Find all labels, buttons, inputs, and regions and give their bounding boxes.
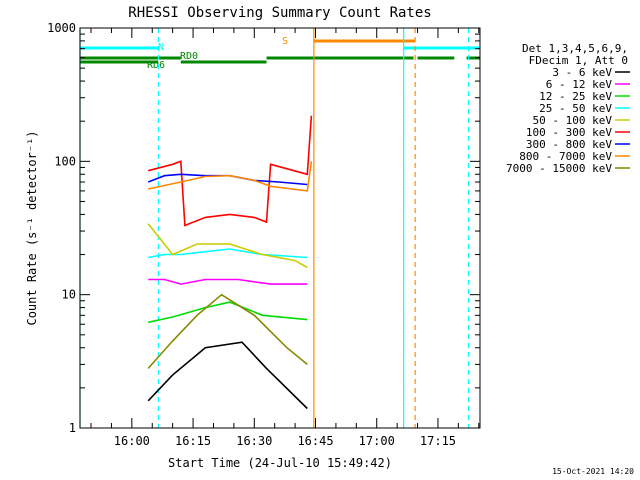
series-line-6-12-kev xyxy=(148,278,308,285)
series-line-100-300-kev xyxy=(147,115,313,227)
series-line-3-6-kev xyxy=(147,341,308,410)
x-tick-label: 16:15 xyxy=(175,434,211,448)
vertical-lines-layer xyxy=(79,28,470,428)
flag-label-rd6: RD6 xyxy=(147,60,165,71)
legend-label-6-12-kev: 6 - 12 keV xyxy=(546,78,613,91)
x-tick-label: 17:15 xyxy=(420,434,456,448)
x-axis: 16:00 16:15 16:30 16:45 17:00 17:15 xyxy=(90,28,480,448)
legend-header-line-2: FDecim 1, Att 0 xyxy=(529,54,628,67)
legend-label-25-50-kev: 25 - 50 keV xyxy=(539,102,612,115)
series-line-50-100-kev xyxy=(147,223,308,269)
flag-label-rd0: RD0 xyxy=(180,51,198,62)
legend-label-300-800-kev: 300 - 800 keV xyxy=(526,138,612,151)
series-line-12-25-kev xyxy=(148,301,308,324)
x-tick-label: 16:00 xyxy=(114,434,150,448)
flag-label-n: N xyxy=(158,42,164,53)
x-axis-label: Start Time (24-Jul-10 15:49:42) xyxy=(168,456,392,470)
chart-title: RHESSI Observing Summary Count Rates xyxy=(128,5,431,21)
legend-label-12-25-kev: 12 - 25 keV xyxy=(539,90,612,103)
plot-frame xyxy=(79,27,481,429)
legend: Det 1,3,4,5,6,9, FDecim 1, Att 0 3 - 6 k… xyxy=(506,42,630,175)
series-layer xyxy=(147,115,313,410)
flags-layer: N S RD0 RD6 xyxy=(80,36,480,71)
legend-label-800-7000-kev: 800 - 7000 keV xyxy=(519,150,612,163)
x-tick-label: 16:45 xyxy=(297,434,333,448)
y-tick-label: 1 xyxy=(69,421,76,435)
y-axis: 1 10 100 1000 xyxy=(47,21,480,435)
y-axis-label: Count Rate (s⁻¹ detector⁻¹) xyxy=(25,130,39,325)
series-line-7000-15000-kev xyxy=(147,293,308,369)
series-line-800-7000-kev xyxy=(148,161,313,192)
legend-header-line-1: Det 1,3,4,5,6,9, xyxy=(522,42,628,55)
flag-label-s: S xyxy=(282,36,288,47)
legend-label-7000-15000-kev: 7000 - 15000 keV xyxy=(506,162,612,175)
legend-label-3-6-kev: 3 - 6 keV xyxy=(552,66,612,79)
y-tick-label: 10 xyxy=(62,288,76,302)
x-tick-label: 17:00 xyxy=(359,434,395,448)
legend-label-100-300-kev: 100 - 300 keV xyxy=(526,126,612,139)
legend-label-50-100-kev: 50 - 100 keV xyxy=(533,114,613,127)
y-tick-label: 1000 xyxy=(47,21,76,35)
footer-timestamp: 15-Oct-2021 14:20 xyxy=(552,467,634,476)
x-tick-label: 16:30 xyxy=(236,434,272,448)
y-tick-label: 100 xyxy=(54,154,76,168)
